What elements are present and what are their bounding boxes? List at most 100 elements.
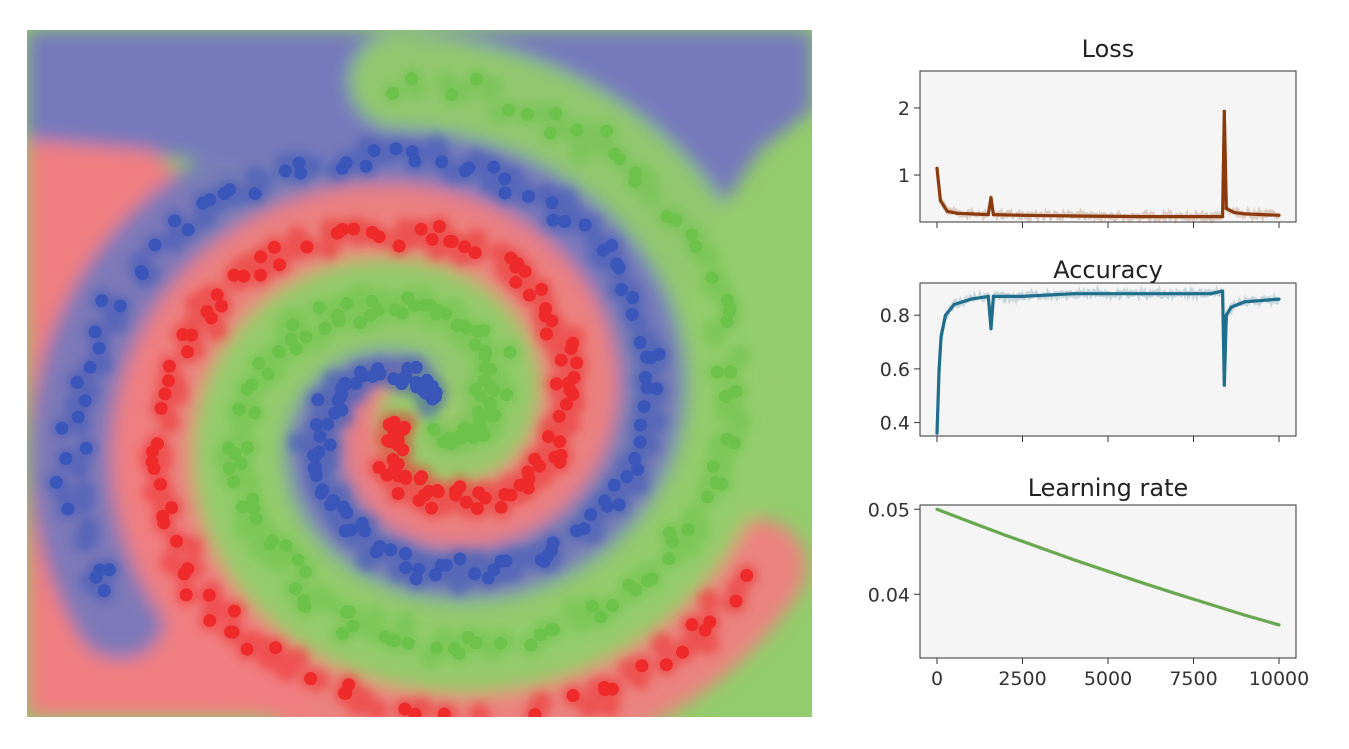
point-halo (468, 703, 491, 717)
data-point (134, 265, 148, 278)
data-point (631, 463, 645, 476)
series-point (1020, 294, 1025, 298)
data-point (380, 468, 394, 482)
data-point (650, 382, 664, 396)
data-point (236, 500, 250, 514)
data-point (294, 166, 308, 180)
data-point (202, 588, 216, 602)
data-point (364, 308, 377, 322)
data-point (49, 475, 63, 489)
data-point (391, 487, 405, 500)
series-point (969, 520, 973, 525)
x-tick-label: 5000 (1084, 668, 1132, 690)
series-point (991, 294, 996, 298)
data-point (347, 222, 361, 236)
series-point (1277, 623, 1281, 627)
series-point (939, 335, 943, 339)
data-point (92, 341, 106, 355)
data-point (453, 552, 467, 566)
data-point (405, 145, 419, 159)
data-point (71, 410, 85, 424)
data-point (729, 594, 743, 608)
data-point (267, 240, 281, 254)
data-point (458, 421, 471, 435)
data-point (638, 370, 652, 384)
point-halo (729, 411, 752, 434)
accuracy-axes: 0.4 0.6 0.8 (880, 305, 1280, 442)
data-point (544, 623, 558, 637)
data-point (578, 218, 592, 232)
point-halo (394, 612, 417, 635)
series-point (1229, 305, 1233, 309)
data-point (445, 235, 459, 248)
data-point (88, 325, 102, 339)
data-point (509, 275, 523, 289)
point-halo (697, 632, 720, 655)
data-point (113, 299, 127, 313)
series-point (937, 367, 941, 371)
data-point (337, 686, 351, 700)
data-point (247, 501, 261, 515)
data-point (458, 240, 472, 254)
data-point (278, 164, 292, 178)
data-point (608, 147, 622, 161)
series-point (1003, 533, 1008, 537)
learning-rate-plot-area (919, 504, 1297, 659)
data-point (450, 319, 464, 333)
data-point (549, 107, 563, 121)
data-point (272, 345, 285, 358)
series-point (935, 507, 939, 511)
data-point (494, 636, 508, 650)
series-point (1020, 213, 1025, 217)
data-point (452, 646, 466, 660)
x-tick-label: 0 (931, 668, 943, 690)
data-point (425, 501, 439, 515)
series-point (986, 294, 990, 298)
data-point (210, 288, 224, 302)
data-point (399, 561, 413, 575)
data-point (398, 702, 412, 716)
loss-panel: Loss 12 (898, 35, 1297, 228)
series-point (1140, 581, 1144, 585)
data-point (469, 636, 483, 650)
data-point (538, 309, 552, 323)
data-point (644, 351, 658, 365)
data-point (249, 512, 263, 526)
point-halo (73, 529, 96, 552)
data-point (577, 522, 591, 536)
data-point (499, 554, 513, 568)
point-halo (275, 659, 298, 682)
data-point (358, 524, 372, 538)
series-point (1209, 215, 1213, 219)
data-point (431, 485, 445, 499)
data-point (340, 296, 354, 310)
series-point (1209, 292, 1213, 296)
data-point (95, 294, 109, 308)
data-point (392, 239, 406, 253)
data-point (625, 308, 639, 321)
data-point (504, 488, 518, 502)
data-point (354, 365, 367, 379)
data-point (528, 708, 542, 717)
data-point (705, 271, 719, 285)
data-point (468, 246, 482, 260)
data-point (300, 240, 314, 254)
data-point (478, 361, 492, 375)
data-point (584, 508, 598, 522)
data-point (181, 345, 194, 359)
data-point (434, 558, 448, 572)
data-point (478, 349, 492, 363)
data-point (720, 314, 734, 328)
series-point (1221, 215, 1225, 219)
series-point (986, 213, 990, 217)
data-point (503, 345, 517, 359)
series-point (1209, 602, 1213, 607)
data-point (147, 462, 161, 475)
data-point (83, 360, 97, 374)
data-point (304, 672, 318, 686)
data-point (620, 470, 634, 484)
data-point (339, 156, 353, 170)
y-tick-label: 0.8 (880, 305, 910, 327)
data-point (177, 567, 191, 581)
data-point (328, 406, 342, 420)
